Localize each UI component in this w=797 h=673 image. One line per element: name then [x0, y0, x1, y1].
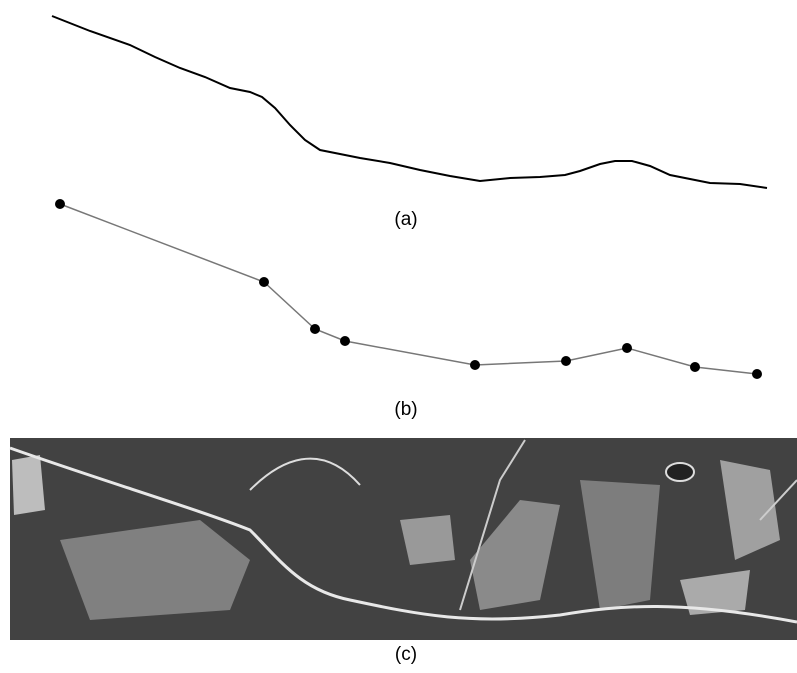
aerial-image — [10, 438, 797, 640]
vertex — [259, 277, 269, 287]
raw-curve — [52, 16, 767, 188]
vertex — [55, 199, 65, 209]
vertex — [310, 324, 320, 334]
pond — [666, 463, 694, 481]
vertex — [622, 343, 632, 353]
vertex — [470, 360, 480, 370]
panel-label: (c) — [395, 644, 417, 665]
panel-label: (b) — [394, 399, 417, 420]
vertex — [690, 362, 700, 372]
vertex — [561, 356, 571, 366]
page: (a) (b) (c) (() => { const — [0, 0, 797, 668]
panel-label: (a) — [394, 209, 417, 230]
building-area — [12, 455, 45, 515]
figure: (a) (b) (c) — [0, 0, 797, 668]
vertex — [340, 336, 350, 346]
vertex — [752, 369, 762, 379]
